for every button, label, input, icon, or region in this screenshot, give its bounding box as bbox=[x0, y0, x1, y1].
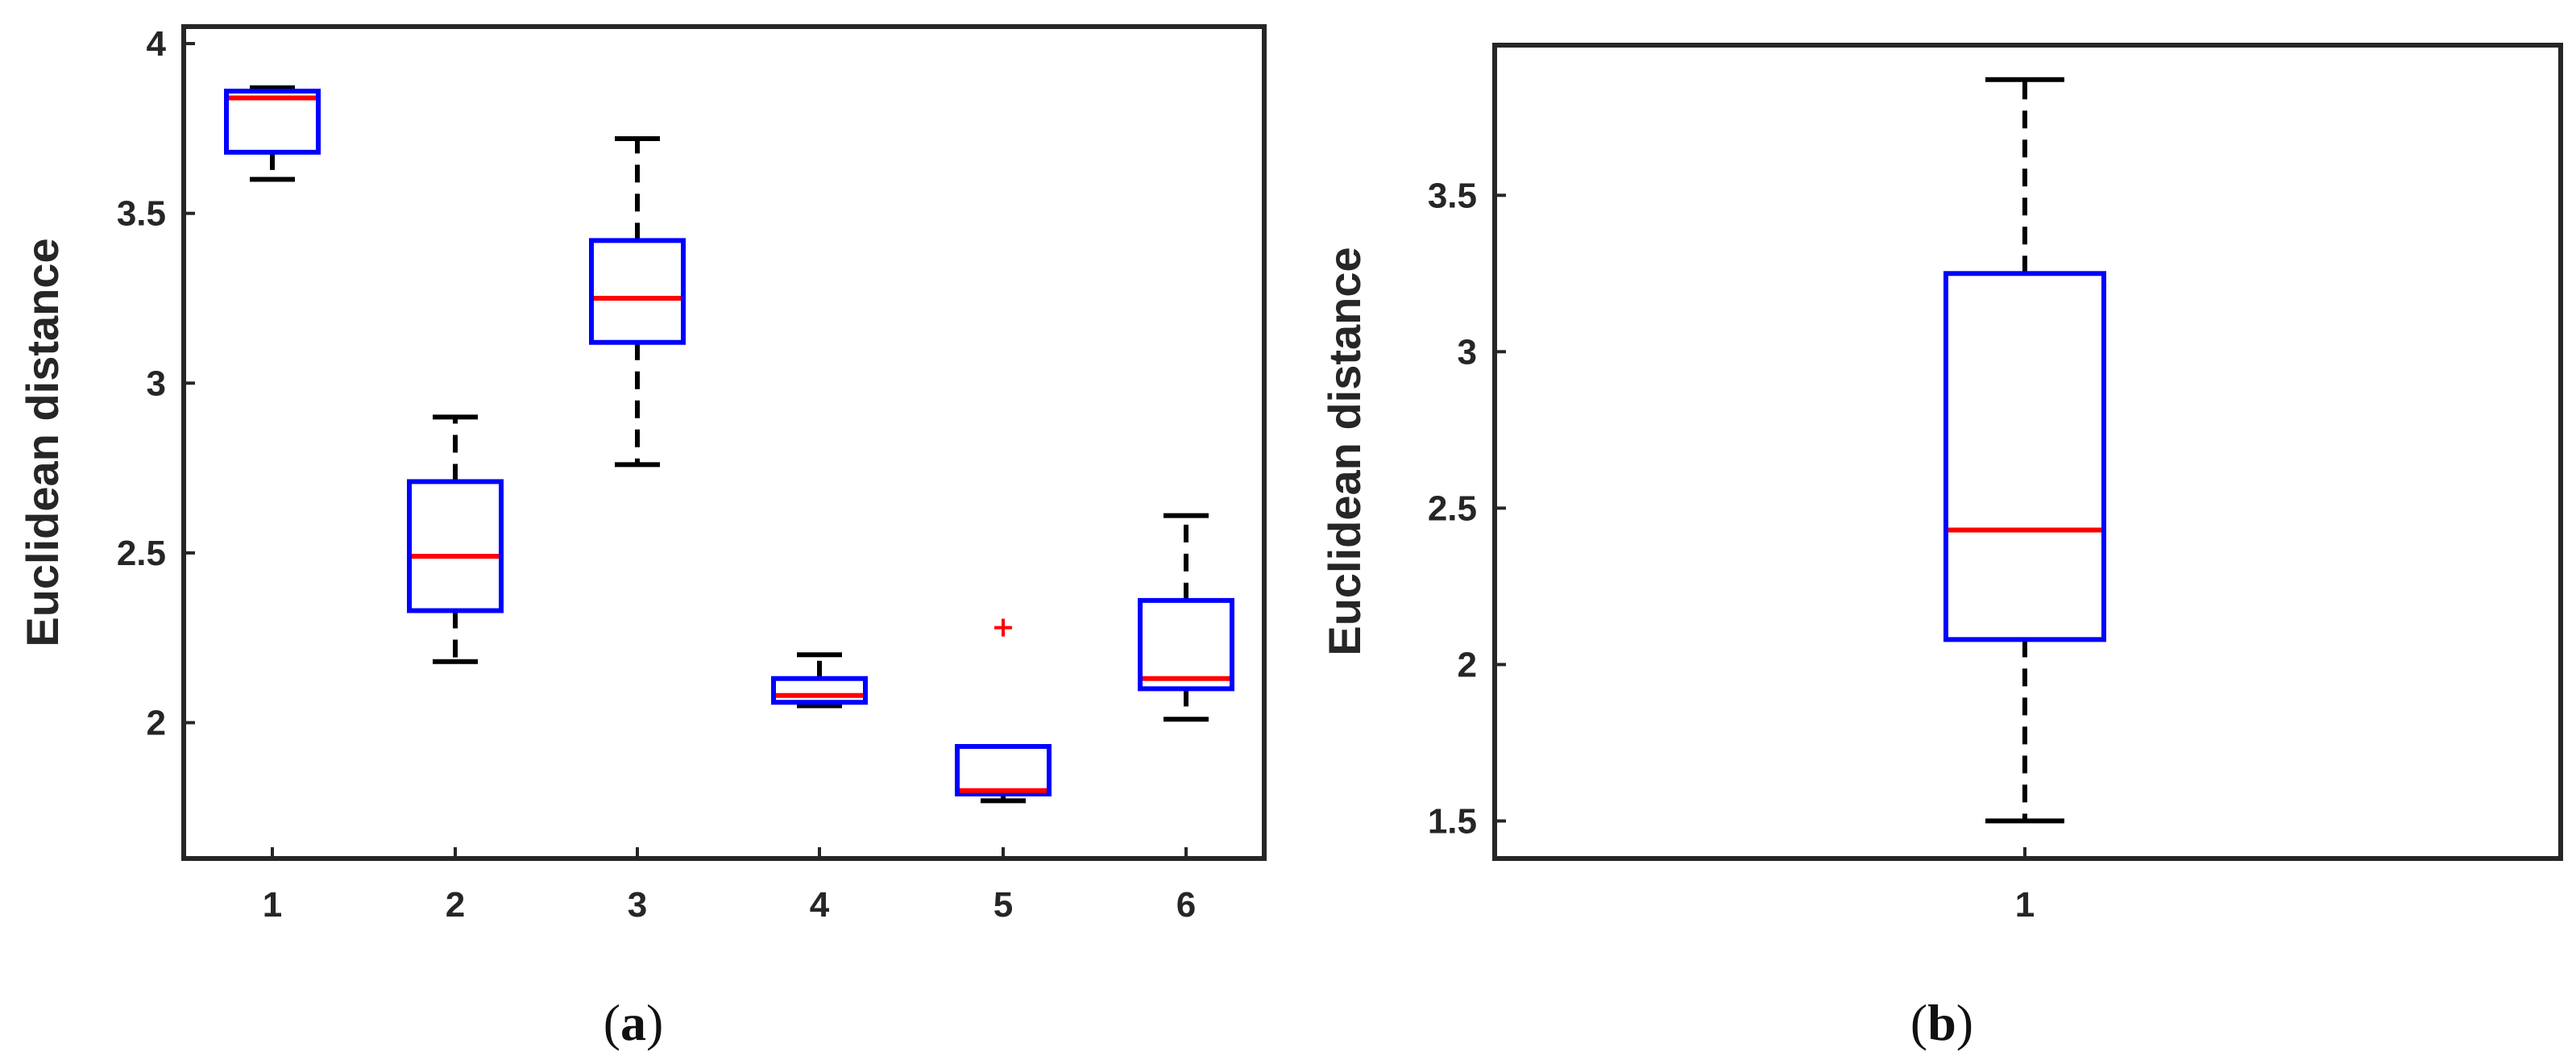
box-b-1 bbox=[1943, 77, 2106, 824]
x-tick-label: 2 bbox=[446, 885, 465, 925]
panel-a-y-axis: 2 2.5 3 3.5 4 bbox=[117, 24, 195, 743]
panel-a: 2 2.5 3 3.5 4 1 2 3 4 5 6 Euclidean distance (a) bbox=[17, 24, 1267, 1051]
iqr-box bbox=[224, 89, 321, 155]
iqr-box bbox=[955, 743, 1052, 796]
panel-a-y-axis-title: Euclidean distance bbox=[17, 238, 68, 646]
iqr-box bbox=[771, 676, 868, 705]
iqr-box bbox=[1138, 597, 1234, 692]
y-tick-label: 4 bbox=[147, 24, 167, 64]
panel-a-label: (a) bbox=[604, 994, 664, 1051]
box-a-2 bbox=[407, 414, 504, 664]
y-tick-label: 2.5 bbox=[117, 534, 166, 573]
panel-a-axes-frame bbox=[181, 24, 1267, 861]
panel-b: 1.5 2 2.5 3 3.5 1 Euclidean distance (b) bbox=[1319, 43, 2563, 1051]
box-a-5 bbox=[955, 618, 1052, 804]
y-tick-label: 2 bbox=[1458, 645, 1477, 684]
box-a-4 bbox=[771, 652, 868, 709]
x-tick-label: 1 bbox=[2015, 885, 2035, 925]
iqr-box bbox=[589, 238, 686, 345]
panel-b-y-axis: 1.5 2 2.5 3 3.5 bbox=[1428, 176, 1506, 841]
boxplot-a bbox=[224, 85, 1234, 804]
boxplot-b bbox=[1943, 77, 2106, 824]
panel-b-label: (b) bbox=[1910, 994, 1973, 1051]
panel-b-y-axis-title: Euclidean distance bbox=[1319, 247, 1370, 655]
box-a-3 bbox=[589, 136, 686, 468]
panel-a-x-axis: 1 2 3 4 5 6 bbox=[263, 847, 1196, 925]
box-a-6 bbox=[1138, 513, 1234, 722]
y-tick-label: 1.5 bbox=[1428, 801, 1477, 841]
x-tick-label: 3 bbox=[628, 885, 647, 925]
y-tick-label: 3.5 bbox=[117, 194, 166, 234]
y-tick-label: 3.5 bbox=[1428, 176, 1477, 215]
x-tick-label: 5 bbox=[993, 885, 1013, 925]
box-a-1 bbox=[224, 85, 321, 182]
panel-b-x-axis: 1 bbox=[2015, 847, 2035, 925]
iqr-box bbox=[407, 479, 504, 613]
y-tick-label: 2.5 bbox=[1428, 489, 1477, 528]
y-tick-label: 2 bbox=[147, 704, 166, 743]
x-tick-label: 4 bbox=[810, 885, 830, 925]
iqr-box bbox=[1943, 271, 2106, 642]
panel-b-axes-frame bbox=[1492, 43, 2563, 861]
y-tick-label: 3 bbox=[147, 364, 166, 403]
x-tick-label: 6 bbox=[1176, 885, 1196, 925]
y-tick-label: 3 bbox=[1458, 332, 1477, 372]
x-tick-label: 1 bbox=[263, 885, 282, 925]
outlier-marker bbox=[994, 618, 1012, 637]
